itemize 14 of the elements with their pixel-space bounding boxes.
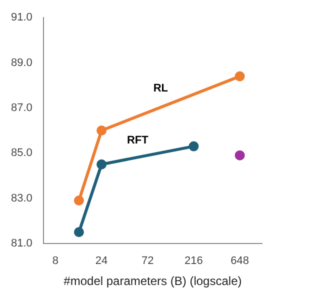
y-tick-label: 81.0 <box>10 237 32 250</box>
y-tick-label: 87.0 <box>10 102 32 114</box>
y-tick-label: 89.0 <box>10 56 32 69</box>
x-tick-label: 216 <box>184 255 203 268</box>
y-tick-label: 85.0 <box>10 147 32 160</box>
x-tick-label: 8 <box>52 255 59 268</box>
x-tick-label: 24 <box>95 255 108 268</box>
x-tick-label: 72 <box>142 255 154 268</box>
x-axis-title: #model parameters (B) (logscale) <box>64 274 242 288</box>
series-label: RFT <box>126 134 149 146</box>
y-tick-label: 83.0 <box>10 192 32 204</box>
x-tick-label: 648 <box>230 255 249 268</box>
y-tick-label: 91.0 <box>10 12 32 24</box>
series-label: RL <box>153 82 168 94</box>
